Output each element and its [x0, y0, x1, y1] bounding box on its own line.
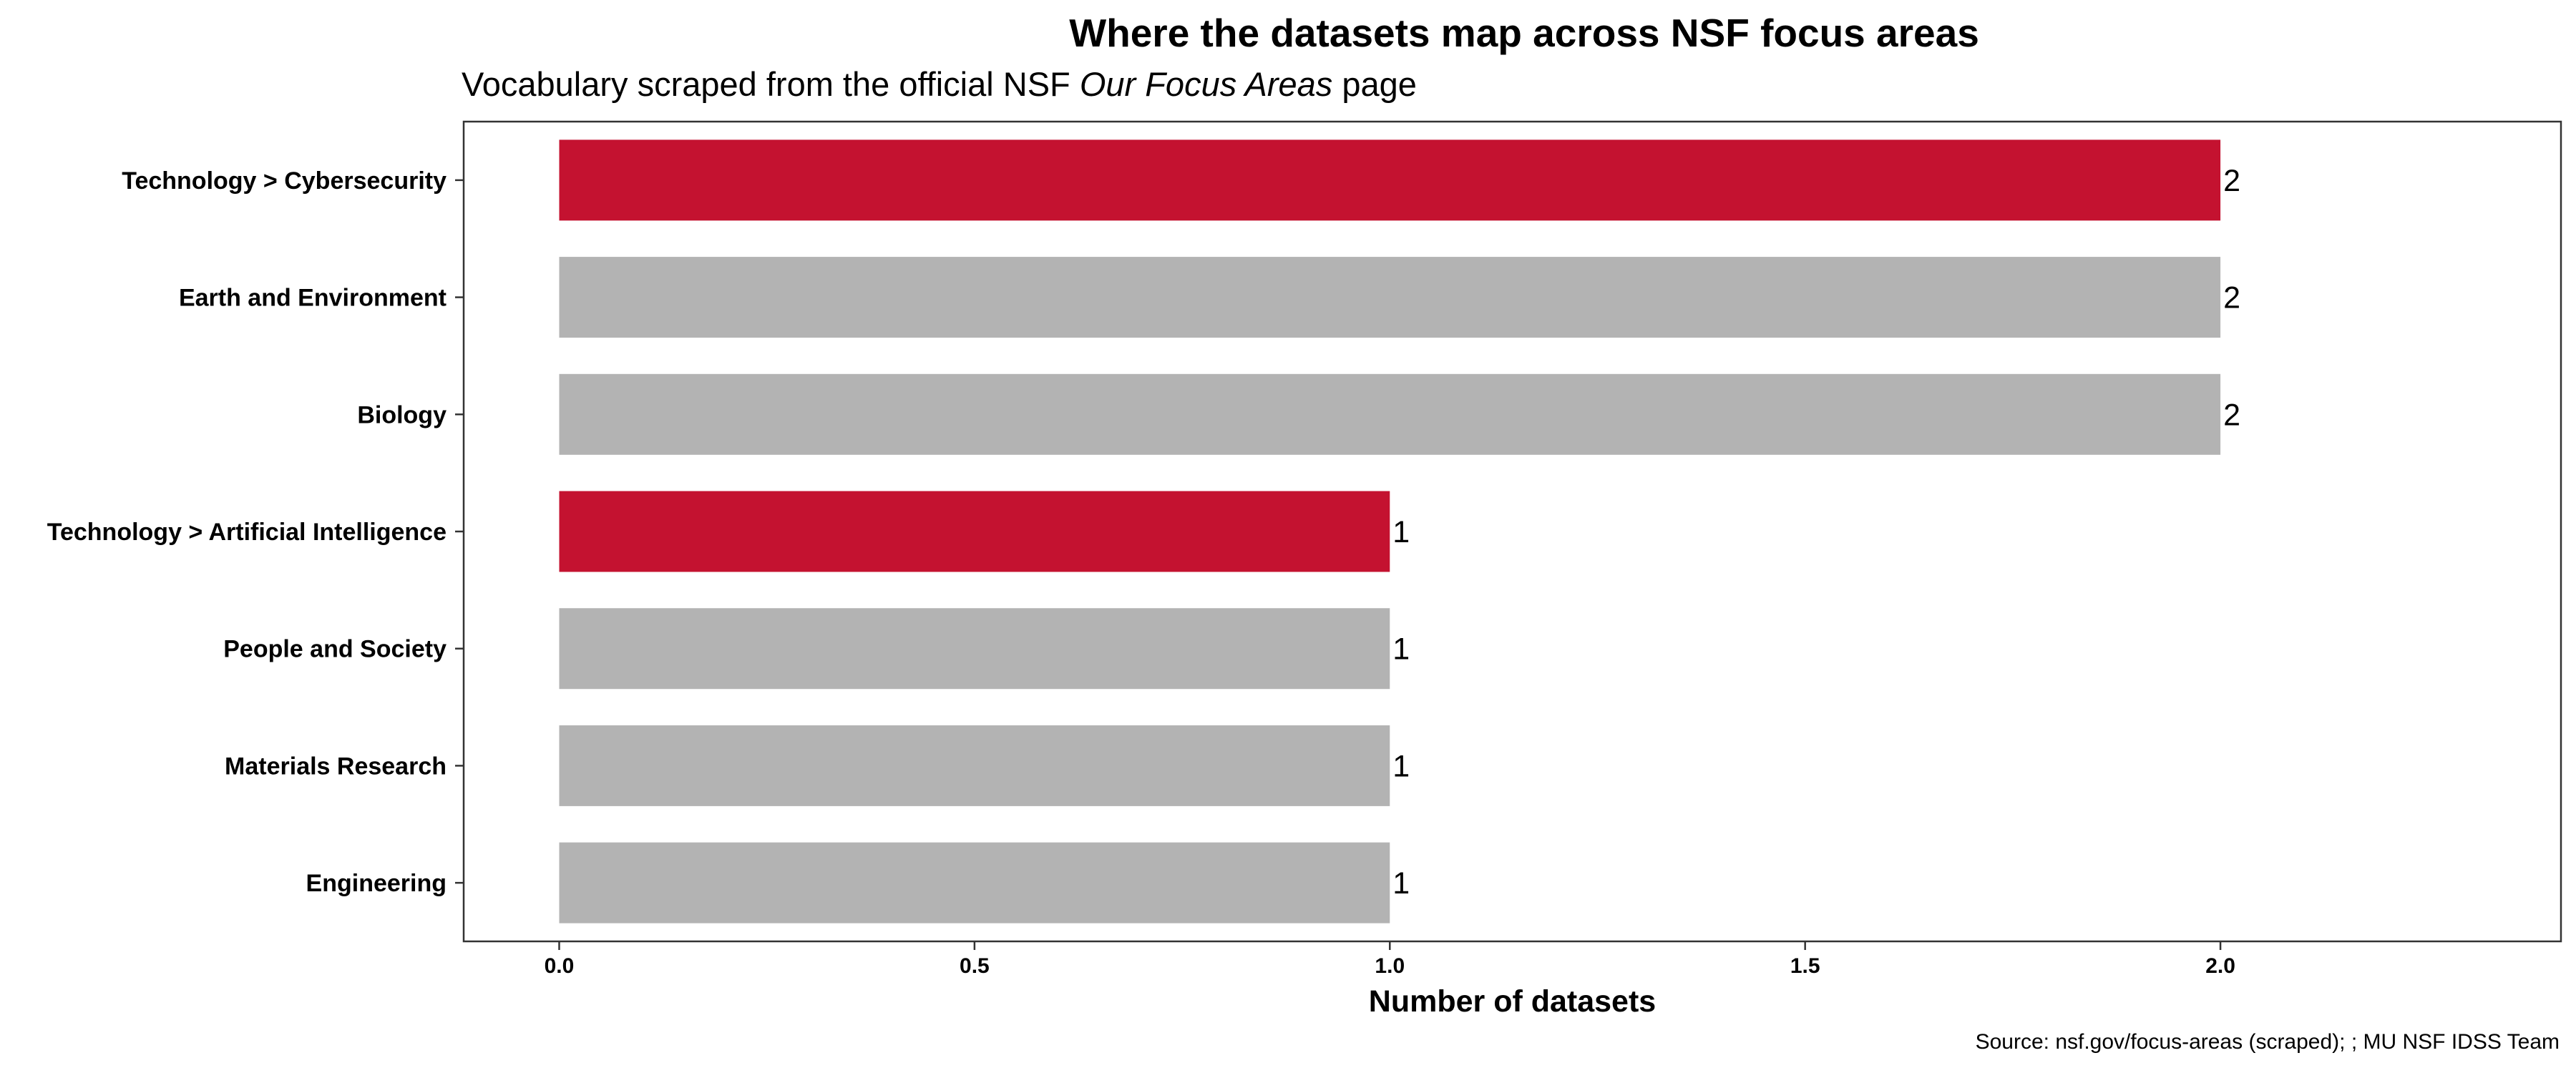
x-tick-label: 1.0 — [1375, 954, 1405, 978]
bar — [559, 257, 2221, 338]
chart-title: Where the datasets map across NSF focus … — [1069, 11, 1979, 55]
y-tick-label: Technology > Artificial Intelligence — [47, 519, 447, 546]
y-tick-label: Earth and Environment — [179, 285, 447, 312]
data-label: 2 — [2223, 164, 2240, 198]
y-tick-label: Biology — [357, 401, 447, 428]
chart-caption: Source: nsf.gov/focus-areas (scraped); ;… — [1975, 1030, 2560, 1054]
x-tick-label: 2.0 — [2205, 954, 2235, 978]
bar — [559, 491, 1390, 572]
x-tick-label: 0.5 — [960, 954, 990, 978]
x-tick-label: 0.0 — [545, 954, 575, 978]
x-tick-label: 1.5 — [1790, 954, 1820, 978]
chart-subtitle: Vocabulary scraped from the official NSF… — [462, 59, 1417, 109]
data-label: 2 — [2223, 281, 2240, 315]
data-label: 1 — [1392, 515, 1410, 549]
bar — [559, 373, 2221, 455]
bar — [559, 608, 1390, 690]
bar — [559, 725, 1390, 806]
data-label: 1 — [1392, 866, 1410, 901]
y-tick-label: Engineering — [306, 870, 447, 897]
y-tick-label: Materials Research — [225, 753, 447, 780]
data-label: 1 — [1392, 632, 1410, 667]
x-axis-title: Number of datasets — [1369, 984, 1656, 1019]
y-tick-label: Technology > Cybersecurity — [122, 167, 447, 195]
data-label: 1 — [1392, 749, 1410, 783]
y-tick-label: People and Society — [223, 636, 447, 663]
bar — [559, 139, 2221, 221]
data-label: 2 — [2223, 398, 2240, 432]
subtitle-prefix: Vocabulary scraped from the official NSF — [462, 65, 1080, 103]
subtitle-emphasis: Our Focus Areas — [1079, 65, 1333, 103]
subtitle-suffix: page — [1332, 65, 1417, 103]
bar — [559, 842, 1390, 923]
